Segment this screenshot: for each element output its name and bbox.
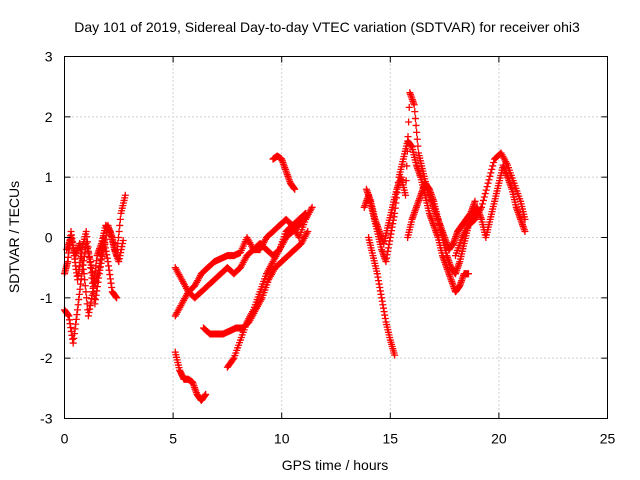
data-point (484, 179, 492, 187)
y-axis-label: SDTVAR / TECUs (6, 181, 22, 293)
data-point (483, 183, 491, 191)
data-point (202, 390, 210, 398)
data-point (291, 185, 299, 193)
x-tick-label: 5 (169, 431, 177, 447)
data-point (412, 121, 420, 129)
data-point (113, 294, 121, 302)
data-point (414, 142, 422, 150)
data-point (308, 203, 316, 211)
y-tick-label: 2 (45, 109, 53, 125)
data-point (82, 288, 90, 296)
y-tick-label: -1 (40, 290, 53, 306)
data-point (402, 177, 410, 185)
data-point (488, 165, 496, 173)
data-point (464, 270, 472, 278)
data-point (114, 234, 122, 241)
data-point (521, 215, 529, 223)
data-point (405, 118, 413, 126)
data-point (481, 190, 489, 198)
data-point (413, 128, 421, 136)
y-tick-label: -2 (40, 350, 53, 366)
data-point (115, 227, 123, 235)
data-point (411, 115, 419, 123)
y-tick-label: 1 (45, 169, 53, 185)
data-point (405, 103, 413, 111)
data-point (482, 186, 490, 194)
data-point (487, 169, 495, 177)
data-point (478, 203, 486, 211)
data-point (479, 196, 487, 204)
data-point (403, 147, 411, 155)
data-point (304, 227, 312, 235)
data-point (302, 209, 310, 217)
data-point (116, 215, 124, 223)
x-axis-label: GPS time / hours (282, 457, 389, 473)
data-point (489, 162, 497, 170)
data-point (490, 159, 498, 167)
data-point (403, 162, 411, 170)
data-point (80, 270, 88, 278)
x-tick-labels: 0 5 10 15 20 25 (61, 431, 616, 447)
y-tick-label: 3 (45, 49, 53, 65)
y-tick-label: -3 (40, 411, 53, 427)
data-point (486, 172, 494, 180)
chart-title: Day 101 of 2019, Sidereal Day-to-day VTE… (74, 19, 580, 35)
x-tick-label: 10 (274, 431, 290, 447)
data-point (119, 237, 127, 245)
data-point (480, 193, 488, 201)
data-points (61, 89, 529, 404)
data-point (478, 200, 486, 208)
data-point (229, 355, 237, 363)
data-point (413, 135, 421, 143)
data-point (116, 221, 124, 229)
x-tick-label: 0 (61, 431, 69, 447)
x-tick-label: 20 (491, 431, 507, 447)
data-point (402, 191, 410, 199)
data-point (485, 176, 493, 184)
data-point (404, 133, 412, 141)
data-point (83, 294, 91, 302)
plot-frame (64, 56, 608, 419)
data-point (471, 197, 479, 205)
y-tick-labels: -3 -2 -1 0 1 2 3 (40, 49, 53, 427)
data-point (410, 101, 418, 109)
data-point (391, 351, 399, 359)
data-point (81, 276, 89, 284)
data-point (521, 227, 529, 235)
axis-ticks (64, 56, 608, 419)
data-point (121, 191, 129, 199)
x-tick-label: 15 (383, 431, 399, 447)
grid-lines (64, 56, 608, 419)
x-tick-label: 25 (600, 431, 616, 447)
data-point (411, 108, 419, 116)
data-point (81, 282, 89, 290)
y-tick-label: 0 (45, 230, 53, 246)
